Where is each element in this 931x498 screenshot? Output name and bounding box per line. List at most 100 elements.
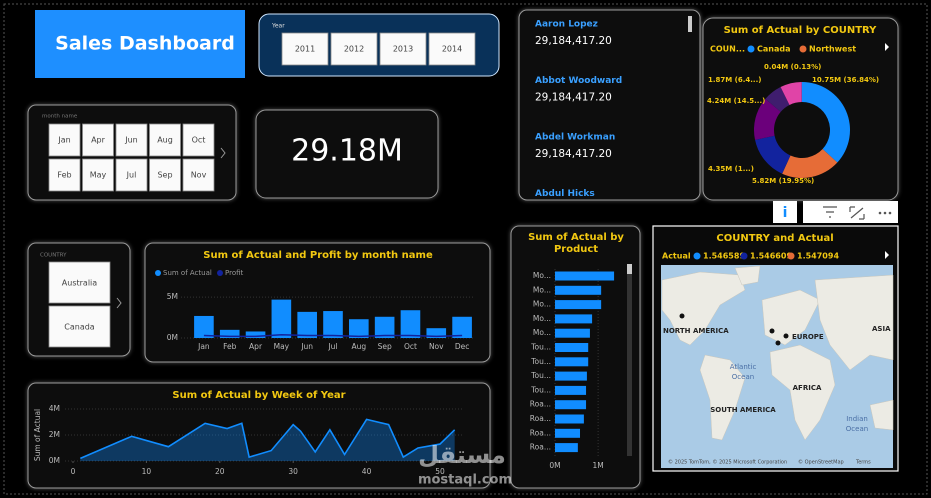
country-option[interactable] [48,305,111,348]
month-option[interactable] [82,123,114,157]
legend-swatch [155,270,161,276]
filter-icon[interactable] [823,206,837,218]
legend-swatch [747,45,755,53]
legend-label: 1.546589 [703,252,745,261]
month-option[interactable] [115,123,148,157]
year-option-label: 2011 [295,45,315,54]
map-attribution: © OpenStreetMap [798,459,844,466]
year-option-label: 2012 [344,45,364,54]
bar [374,316,395,338]
donut-chart: Sum of Actual by COUNTRY COUN... Canada Nor… [707,25,879,185]
map-land [661,265,894,441]
x-tick-label: 40 [362,467,372,476]
person-value: 29,184,417.20 [535,35,612,47]
focus-icon[interactable] [849,206,865,220]
year-options: 2011 2012 2013 2014 [281,32,476,66]
year-option-label: 2014 [442,45,462,54]
scrollbar [627,264,632,274]
bar [555,371,587,381]
map-points [679,313,789,346]
x-tick-label: Oct [404,342,417,351]
year-option[interactable] [330,32,378,66]
area [80,419,455,461]
y-tick-label: Tou... [530,371,551,380]
bar [555,328,590,338]
person-name: Aaron Lopez [535,20,598,30]
info-icon: i [783,205,788,221]
bar [400,310,421,338]
x-tick-label: Jan [197,342,210,351]
x-tick-label: 1M [593,461,604,470]
map-title: COUNTRY and Actual [716,233,833,244]
y-tick-label: Roa... [530,414,551,423]
x-tick-label: Jul [327,342,337,351]
name-items: Aaron Lopez 29,184,417.20 Abbot Woodward 29… [535,20,622,199]
chart-title: Sum of Actual by Product [528,232,624,255]
more-icon[interactable] [878,211,892,215]
y-tick-label: Roa... [530,428,551,437]
month-option[interactable] [149,123,181,157]
x-tick-label: 10 [142,467,152,476]
bar [349,319,369,338]
chevron [220,147,226,159]
card [255,109,439,199]
month-option[interactable] [182,158,215,192]
x-tick-label: Sep [378,342,392,351]
bar [555,400,587,410]
bar [323,311,343,338]
y-tick-label: Mo... [533,328,551,337]
person-name: Abbot Woodward [535,76,622,86]
bar [555,385,587,395]
country-option[interactable] [48,261,111,304]
map-label: Indian Ocean [846,415,868,433]
frame [3,3,928,495]
month-option-label: Jun [124,136,138,145]
x-tick-label: May [274,342,290,351]
bar [452,316,472,338]
month-option[interactable] [48,123,81,157]
donut-slice [754,98,781,140]
card-value: 29.18M [291,134,403,169]
month-option[interactable] [48,158,81,192]
watermark-site: mostaql.com [418,473,512,488]
month-option-label: Oct [192,136,206,145]
data-label: 4.24M (14.5...) [707,97,765,105]
bar [271,299,292,338]
month-option-label: May [90,171,107,180]
person-value: 29,184,417.20 [535,92,612,104]
year-option[interactable] [281,32,329,66]
month-option[interactable] [115,158,148,192]
month-option[interactable] [82,158,114,192]
bar [555,271,615,281]
data-label: 1.87M (6.4...) [708,76,761,84]
month-option[interactable] [149,158,181,192]
bar [219,329,240,338]
month-options: Jan Apr Jun Aug Oct Feb May Jul Sep Nov [48,123,215,192]
bar [555,343,589,352]
data-label: 5.82M (19.95%) [752,177,814,185]
month-option-label: Apr [91,136,106,145]
legend-arrow [885,251,889,259]
legend-swatch [740,252,748,260]
y-tick-label: Mo... [533,285,551,294]
year-option[interactable] [428,32,476,66]
info-button[interactable] [773,201,797,223]
name-list [518,9,701,201]
month-option[interactable] [182,123,215,157]
bar [297,311,317,338]
bar [555,428,581,438]
legend-swatch [787,252,795,260]
x-tick-label: 0 [71,467,76,476]
week-area-chart: Sum of Actual by Week of Year Sum of Actu… [33,390,462,476]
year-option[interactable] [379,32,427,66]
x-tick-label: Apr [249,342,263,351]
month-option-label: Nov [191,171,207,180]
y-tick-label: 5M [167,292,178,301]
chart-title: Sum of Actual by COUNTRY [724,25,878,36]
watermark-arabic: مستقل [418,441,506,469]
country-option-label: Canada [64,323,95,332]
map-attribution: © 2025 TomTom, © 2025 Microsoft Corporat… [668,459,787,466]
map-label: SOUTH AMERICA [710,406,776,414]
map-label: Atlantic Ocean [730,363,757,381]
y-tick-label: Mo... [533,314,551,323]
